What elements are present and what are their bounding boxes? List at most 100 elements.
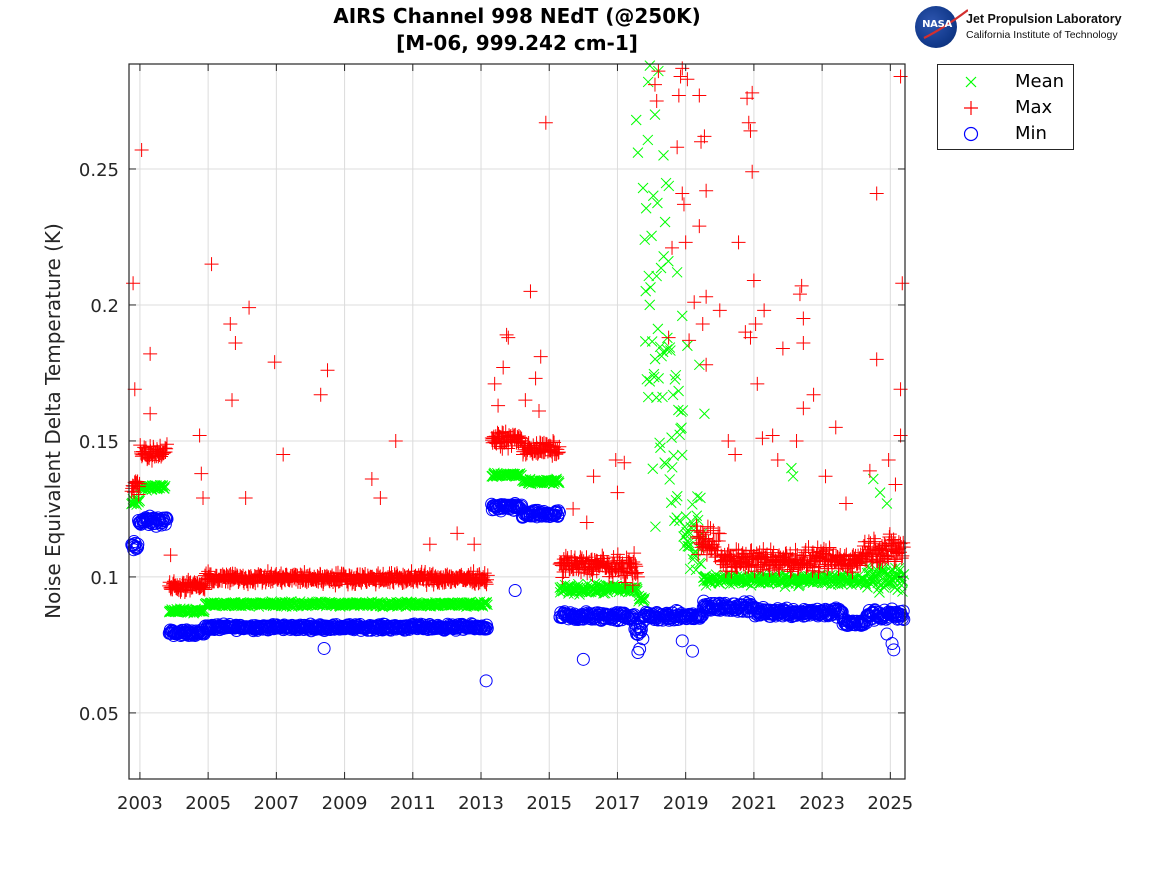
mean-point — [553, 476, 565, 487]
mean-point — [876, 566, 887, 578]
max-outlier — [491, 398, 506, 413]
chart-title: AIRS Channel 998 NEdT (@250K) [M-06, 999… — [129, 3, 905, 57]
max-point — [772, 562, 787, 577]
min-outlier — [317, 641, 331, 655]
min-point — [131, 537, 145, 551]
mean-outlier — [642, 76, 654, 88]
max-outlier — [712, 303, 727, 318]
max-outlier — [532, 404, 547, 419]
mean-point — [654, 437, 665, 449]
series-max — [124, 61, 911, 600]
max-outlier — [225, 393, 240, 408]
mean-outlier — [699, 408, 710, 420]
max-point — [495, 425, 510, 440]
max-outlier — [194, 466, 209, 481]
mean-point — [666, 432, 677, 443]
min-outlier — [508, 584, 522, 598]
max-outlier — [422, 537, 437, 552]
mean-point — [644, 299, 656, 311]
max-outlier — [692, 219, 707, 234]
min-point — [160, 512, 174, 526]
max-outlier — [862, 463, 877, 478]
min-point — [895, 612, 909, 626]
mean-point — [670, 494, 682, 506]
mean-outlier — [671, 266, 683, 278]
axis-ticks — [129, 64, 905, 779]
mean-point — [657, 391, 668, 403]
max-outlier — [586, 469, 601, 484]
mean-point — [159, 480, 171, 492]
max-point — [610, 547, 625, 562]
max-outlier — [499, 327, 514, 342]
max-outlier — [192, 428, 207, 443]
max-outlier — [695, 317, 710, 331]
max-outlier — [792, 287, 807, 302]
mean-point — [691, 510, 703, 522]
nasa-swoosh-icon — [923, 9, 968, 39]
max-outlier — [775, 341, 790, 356]
max-point — [743, 543, 758, 558]
mean-point — [676, 422, 687, 434]
x-tick-label: 2023 — [799, 793, 845, 814]
nasa-emblem-text: NASA — [922, 19, 952, 30]
max-outlier — [223, 317, 238, 331]
mean-point — [889, 582, 901, 594]
max-outlier — [692, 88, 707, 103]
min-outlier — [576, 652, 590, 666]
min-outlier — [479, 674, 493, 688]
mean-point — [665, 345, 676, 356]
max-outlier — [364, 472, 379, 487]
mean-point — [664, 342, 676, 353]
y-axis-label: Noise Equivalent Delta Temperature (K) — [41, 223, 65, 619]
max-outlier — [450, 526, 465, 541]
max-outlier — [126, 276, 141, 291]
max-outlier — [794, 278, 809, 293]
mean-outlier — [658, 150, 669, 161]
max-outlier — [765, 428, 780, 443]
max-outlier — [738, 325, 753, 340]
max-outlier — [238, 491, 253, 506]
mean-point — [653, 372, 664, 384]
mean-outlier — [639, 234, 651, 246]
mean-point — [157, 480, 169, 491]
min-outlier — [887, 643, 901, 657]
max-outlier — [617, 455, 632, 470]
max-point — [131, 479, 146, 494]
max-point — [552, 439, 567, 454]
jpl-subtitle: California Institute of Technology — [966, 29, 1118, 41]
max-point — [783, 564, 798, 579]
y-tick-label: 0.05 — [79, 704, 119, 725]
max-outlier — [682, 333, 697, 348]
y-tick-labels: 0.05 0.1 0.15 0.2 0.25 — [79, 160, 119, 725]
max-outlier — [670, 140, 685, 155]
max-point — [763, 542, 778, 557]
mean-point — [650, 521, 661, 533]
x-tick-label: 2003 — [117, 793, 163, 814]
mean-point — [159, 483, 170, 494]
max-point — [765, 561, 780, 576]
max-outlier — [665, 240, 680, 255]
max-outlier — [731, 235, 746, 250]
legend-item-min: Min — [938, 121, 1073, 147]
max-outlier — [608, 452, 623, 467]
mean-point — [553, 477, 565, 489]
max-outlier — [743, 123, 758, 138]
max-outlier — [796, 311, 811, 326]
max-outlier — [838, 496, 853, 511]
max-outlier — [267, 355, 282, 370]
chart-title-line-2: [M-06, 999.242 cm-1] — [396, 31, 638, 55]
legend-label-mean: Mean — [1015, 71, 1065, 92]
max-outlier — [757, 303, 772, 318]
mean-point — [654, 341, 666, 353]
max-point — [830, 550, 845, 565]
mean-outlier — [637, 182, 649, 194]
max-point — [514, 431, 529, 446]
mean-outlier — [874, 487, 886, 498]
max-point — [703, 521, 718, 536]
max-outlier — [888, 477, 903, 492]
min-point — [552, 506, 566, 520]
max-outlier — [678, 235, 693, 250]
mean-point — [631, 583, 643, 595]
x-tick-label: 2015 — [526, 793, 572, 814]
mean-point — [649, 353, 661, 365]
